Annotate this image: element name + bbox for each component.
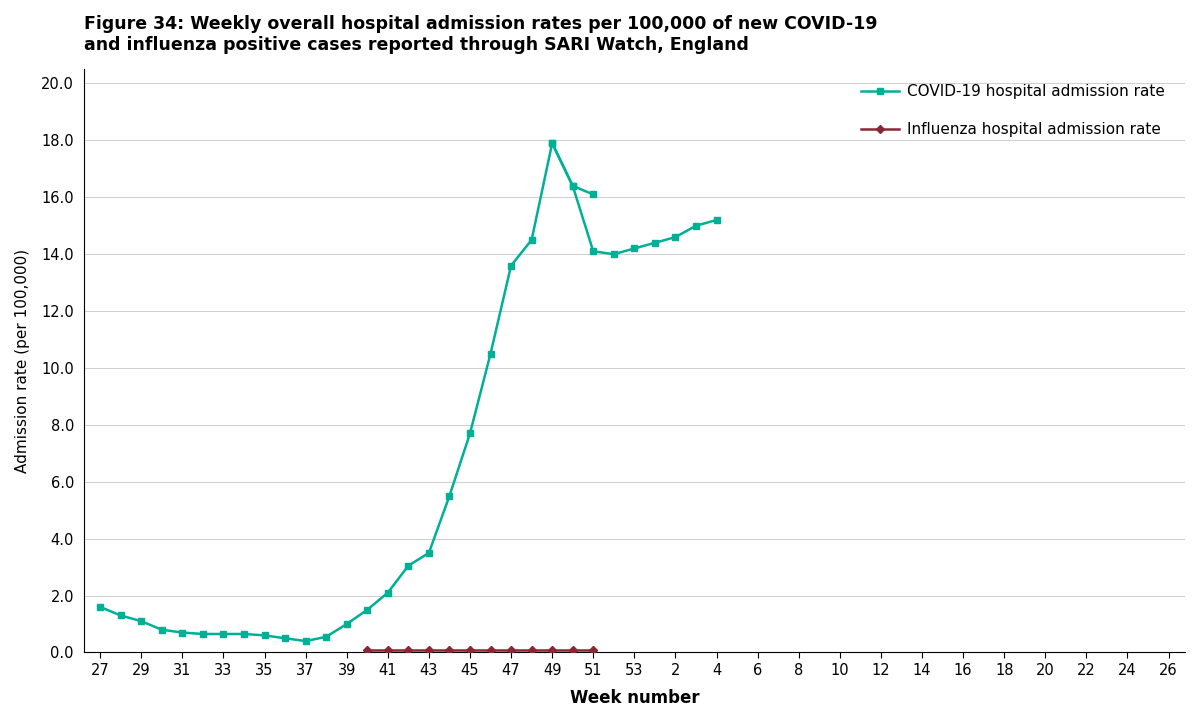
Text: Figure 34: Weekly overall hospital admission rates per 100,000 of new COVID-19
a: Figure 34: Weekly overall hospital admis… — [84, 15, 877, 54]
Influenza hospital admission rate — [360, 646, 374, 655]
Influenza hospital admission rate — [504, 646, 518, 655]
COVID-19 hospital admission rate — [565, 181, 580, 190]
Y-axis label: Admission rate (per 100,000): Admission rate (per 100,000) — [14, 249, 30, 473]
Legend: COVID-19 hospital admission rate, Influenza hospital admission rate: COVID-19 hospital admission rate, Influe… — [856, 78, 1171, 143]
COVID-19 hospital admission rate — [236, 630, 251, 638]
COVID-19 hospital admission rate — [278, 634, 293, 643]
Influenza hospital admission rate — [463, 646, 478, 655]
COVID-19 hospital admission rate — [257, 631, 271, 640]
COVID-19 hospital admission rate — [421, 549, 436, 557]
COVID-19 hospital admission rate — [463, 429, 478, 438]
COVID-19 hospital admission rate — [114, 611, 128, 619]
Influenza hospital admission rate — [443, 646, 457, 655]
COVID-19 hospital admission rate — [216, 630, 230, 638]
COVID-19 hospital admission rate — [380, 588, 395, 597]
COVID-19 hospital admission rate — [443, 492, 457, 500]
X-axis label: Week number: Week number — [570, 689, 700, 707]
COVID-19 hospital admission rate — [196, 630, 210, 638]
COVID-19 hospital admission rate — [401, 562, 415, 570]
Influenza hospital admission rate — [421, 646, 436, 655]
Influenza hospital admission rate — [484, 646, 498, 655]
COVID-19 hospital admission rate — [484, 349, 498, 358]
Influenza hospital admission rate — [545, 646, 559, 655]
Influenza hospital admission rate — [565, 646, 580, 655]
COVID-19 hospital admission rate — [360, 606, 374, 614]
Influenza hospital admission rate — [380, 646, 395, 655]
COVID-19 hospital admission rate — [319, 632, 334, 641]
COVID-19 hospital admission rate — [545, 139, 559, 147]
Influenza hospital admission rate — [586, 646, 600, 655]
Influenza hospital admission rate — [401, 646, 415, 655]
Line: COVID-19 hospital admission rate: COVID-19 hospital admission rate — [97, 140, 596, 645]
COVID-19 hospital admission rate — [92, 603, 107, 612]
COVID-19 hospital admission rate — [340, 619, 354, 628]
COVID-19 hospital admission rate — [175, 628, 190, 637]
COVID-19 hospital admission rate — [134, 617, 149, 625]
COVID-19 hospital admission rate — [299, 637, 313, 645]
COVID-19 hospital admission rate — [586, 190, 600, 199]
COVID-19 hospital admission rate — [155, 625, 169, 634]
Line: Influenza hospital admission rate: Influenza hospital admission rate — [365, 648, 596, 653]
COVID-19 hospital admission rate — [504, 261, 518, 270]
COVID-19 hospital admission rate — [524, 235, 539, 244]
Influenza hospital admission rate — [524, 646, 539, 655]
